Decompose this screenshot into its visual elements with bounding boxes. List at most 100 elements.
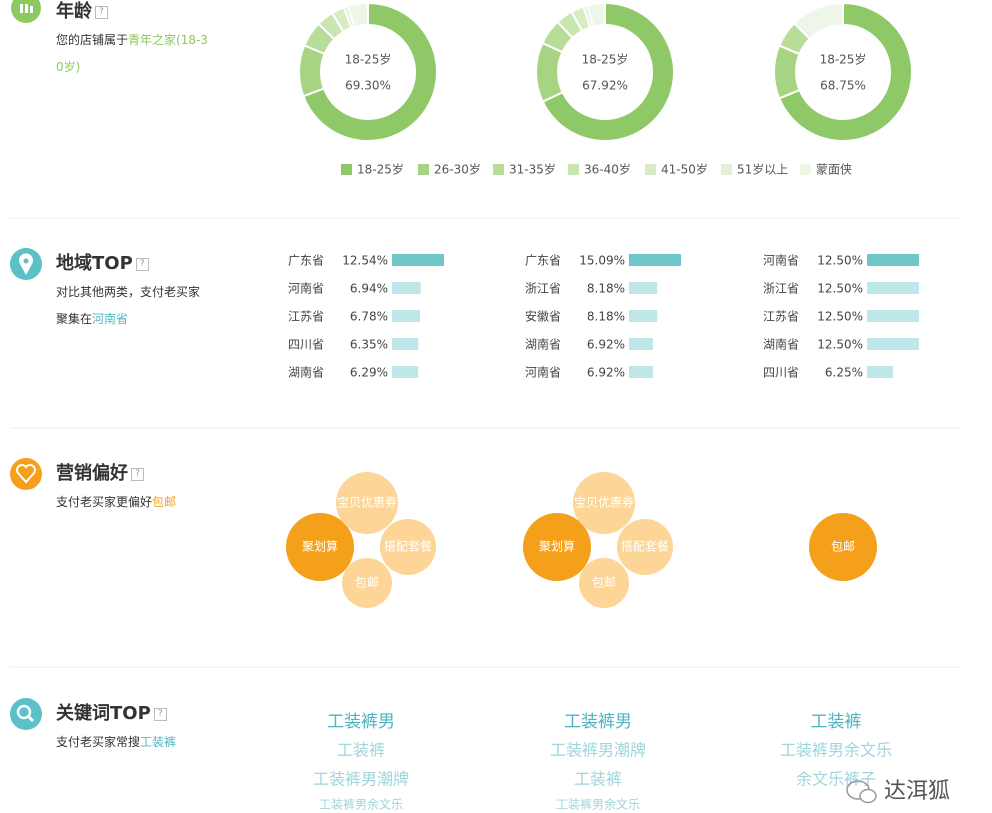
region-percent: 6.29% xyxy=(350,366,388,380)
region-percent: 6.92% xyxy=(587,338,625,352)
marketing-label: 宝贝优惠券 xyxy=(337,495,397,510)
region-bar xyxy=(629,254,681,266)
legend-label: 18-25岁 xyxy=(357,162,404,177)
section-title: 营销偏好? xyxy=(56,461,208,487)
marketing-label: 聚划算 xyxy=(539,539,575,554)
title-text: 关键词TOP xyxy=(56,703,151,724)
legend-label: 36-40岁 xyxy=(584,162,631,177)
desc-text: 您的店铺属于 xyxy=(56,33,129,47)
marketing-bubble xyxy=(617,519,673,575)
region-bar xyxy=(629,310,658,322)
marketing-bubble xyxy=(342,558,392,608)
marketing-bubble xyxy=(579,558,629,608)
help-icon[interactable]: ? xyxy=(95,5,108,19)
help-icon[interactable]: ? xyxy=(131,467,144,481)
donut-center-value: 67.92% xyxy=(582,79,628,93)
keyword: 工装裤男潮牌 xyxy=(550,741,646,760)
marketing-icon xyxy=(10,458,42,490)
region-bar xyxy=(392,366,419,378)
region-percent: 12.50% xyxy=(817,338,863,352)
region-percent: 6.35% xyxy=(350,338,388,352)
age-icon xyxy=(11,0,41,23)
marketing-bubble xyxy=(336,472,398,534)
region-name: 四川省 xyxy=(288,338,324,352)
legend-swatch xyxy=(493,164,504,175)
help-icon[interactable]: ? xyxy=(135,257,149,271)
title-text: 年龄 xyxy=(56,1,92,22)
legend-label: 51岁以上 xyxy=(737,162,788,177)
legend-swatch xyxy=(418,164,429,175)
title-text: 地域TOP xyxy=(56,253,133,274)
keyword: 工装裤男潮牌 xyxy=(313,770,409,789)
highlight: 工装裤 xyxy=(140,735,177,749)
keywords-info: 关键词TOP? 支付老买家常搜工装裤 xyxy=(56,701,208,756)
section-title: 年龄? xyxy=(56,0,208,25)
region-percent: 6.92% xyxy=(587,366,625,380)
section-title: 关键词TOP? xyxy=(56,701,208,727)
region-percent: 12.54% xyxy=(342,254,388,268)
legend-label: 蒙面侠 xyxy=(816,163,852,177)
region-name: 江苏省 xyxy=(763,310,799,324)
marketing-bubble xyxy=(523,513,591,581)
region-bar xyxy=(867,338,919,350)
region-bar xyxy=(629,366,653,378)
marketing-bubble xyxy=(380,519,436,575)
marketing-info: 营销偏好? 支付老买家更偏好包邮 xyxy=(56,461,208,516)
keyword: 工装裤 xyxy=(574,770,622,789)
highlight: 河南省 xyxy=(92,312,129,326)
donut-center-value: 68.75% xyxy=(820,79,866,93)
keyword: 余文乐裤子 xyxy=(796,770,876,789)
region-percent: 6.78% xyxy=(350,310,388,324)
region-name: 浙江省 xyxy=(525,282,561,296)
region-bar xyxy=(867,366,893,378)
region-name: 河南省 xyxy=(525,365,561,380)
region-bar xyxy=(392,254,444,266)
region-bar xyxy=(392,310,421,322)
description: 您的店铺属于青年之家(18-30岁) xyxy=(56,27,208,81)
donut-segment xyxy=(541,1,675,142)
marketing-label: 包邮 xyxy=(355,576,379,590)
legend-label: 26-30岁 xyxy=(434,162,481,177)
donut-segment xyxy=(586,1,606,28)
region-name: 江苏省 xyxy=(288,310,324,324)
keyword: 工装裤男 xyxy=(564,712,632,732)
marketing-label: 宝贝优惠券 xyxy=(574,495,634,510)
region-percent: 6.94% xyxy=(350,282,388,296)
donut-center-label: 18-25岁 xyxy=(820,52,867,67)
donut-segment xyxy=(535,41,564,104)
region-bar xyxy=(867,310,919,322)
donut-segment xyxy=(773,44,801,100)
region-percent: 15.09% xyxy=(579,254,625,268)
region-name: 浙江省 xyxy=(763,282,799,296)
legend-swatch xyxy=(645,164,656,175)
desc-text: 支付老买家常搜 xyxy=(56,735,141,749)
legend-swatch xyxy=(800,164,811,175)
keyword: 工装裤男 xyxy=(327,712,395,732)
region-percent: 8.18% xyxy=(587,282,625,296)
keyword: 工装裤 xyxy=(811,712,862,732)
region-name: 湖南省 xyxy=(288,365,324,380)
marketing-label: 聚划算 xyxy=(302,539,338,554)
region-percent: 6.25% xyxy=(825,366,863,380)
desc-text: 支付老买家更偏好 xyxy=(56,495,153,509)
help-icon[interactable]: ? xyxy=(153,707,167,721)
age-info: 年龄? 您的店铺属于青年之家(18-30岁) xyxy=(56,0,208,81)
section-title: 地域TOP? xyxy=(56,251,208,277)
description: 支付老买家常搜工装裤 xyxy=(56,729,208,756)
region-name: 四川省 xyxy=(763,366,799,380)
donut-center-value: 69.30% xyxy=(345,79,391,93)
watermark-icon xyxy=(846,780,877,804)
marketing-label: 包邮 xyxy=(831,540,855,554)
description: 支付老买家更偏好包邮 xyxy=(56,489,208,516)
region-icon xyxy=(10,248,42,280)
region-name: 河南省 xyxy=(763,253,799,268)
highlight: 包邮 xyxy=(152,495,177,509)
donut-segment xyxy=(792,1,844,41)
title-text: 营销偏好 xyxy=(56,463,128,484)
region-name: 安徽省 xyxy=(525,309,561,324)
legend-swatch xyxy=(568,164,579,175)
region-bar xyxy=(392,338,419,350)
marketing-label: 搭配套餐 xyxy=(621,539,669,554)
